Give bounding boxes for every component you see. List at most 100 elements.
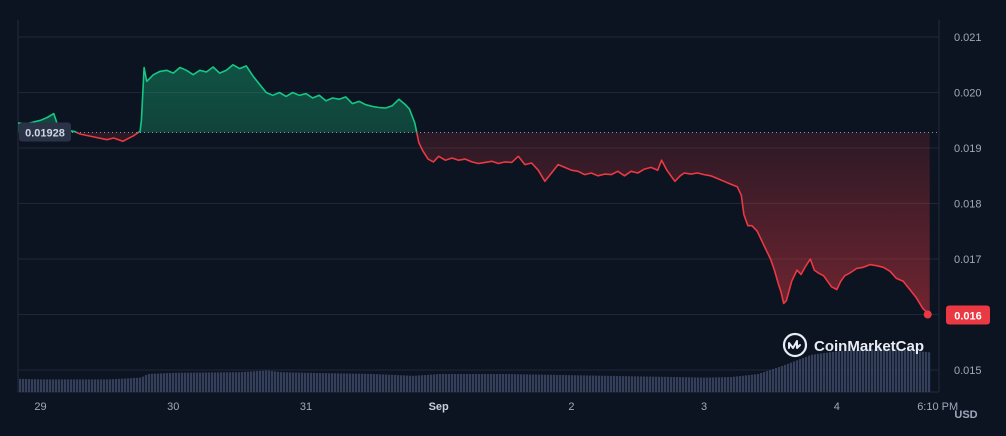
volume-bar bbox=[880, 348, 883, 392]
volume-bar bbox=[727, 377, 730, 392]
volume-bar bbox=[292, 372, 295, 392]
volume-bar bbox=[928, 352, 931, 392]
volume-bar bbox=[199, 372, 202, 392]
volume-bar bbox=[421, 375, 424, 392]
volume-bar bbox=[379, 374, 382, 392]
volume-bar bbox=[634, 376, 637, 392]
volume-bar bbox=[520, 374, 523, 392]
volume-bar bbox=[712, 377, 715, 392]
volume-bar bbox=[709, 377, 712, 392]
volume-bar bbox=[904, 350, 907, 392]
volume-bar bbox=[781, 365, 784, 392]
volume-bar bbox=[613, 375, 616, 392]
volume-bar bbox=[358, 373, 361, 392]
volume-bar bbox=[808, 355, 811, 392]
volume-bar bbox=[505, 374, 508, 392]
volume-bar bbox=[208, 372, 211, 392]
volume-bar bbox=[670, 376, 673, 392]
volume-bar bbox=[277, 371, 280, 392]
price-line bbox=[17, 64, 931, 316]
volume-bar bbox=[103, 379, 106, 392]
volume-bar bbox=[100, 379, 103, 392]
x-tick-label: 29 bbox=[34, 401, 46, 413]
volume-bar bbox=[706, 377, 709, 392]
volume-bar bbox=[751, 374, 754, 392]
volume-bar bbox=[178, 372, 181, 392]
volume-bar bbox=[895, 349, 898, 392]
volume-bar bbox=[466, 374, 469, 392]
volume-bar bbox=[568, 375, 571, 392]
volume-bar bbox=[772, 368, 775, 392]
volume-bar bbox=[175, 372, 178, 392]
volume-bar bbox=[445, 374, 448, 392]
volume-bar bbox=[163, 373, 166, 392]
volume-bar bbox=[391, 374, 394, 392]
volume-bar bbox=[442, 374, 445, 392]
volume-bar bbox=[673, 377, 676, 392]
volume-bar bbox=[448, 374, 451, 392]
volume-bar bbox=[472, 374, 475, 392]
volume-bar bbox=[460, 374, 463, 392]
volume-bar bbox=[790, 362, 793, 392]
volume-bar bbox=[718, 377, 721, 392]
volume-bar bbox=[55, 379, 58, 392]
volume-bar bbox=[283, 372, 286, 392]
volume-bar bbox=[598, 375, 601, 392]
volume-bar bbox=[451, 374, 454, 392]
volume-bar bbox=[682, 377, 685, 392]
volume-bar bbox=[79, 379, 82, 392]
volume-bar bbox=[436, 374, 439, 392]
volume-bar bbox=[346, 373, 349, 392]
volume-bar bbox=[106, 379, 109, 392]
volume-bar bbox=[811, 354, 814, 392]
volume-bar bbox=[247, 371, 250, 392]
volume-bar bbox=[565, 375, 568, 392]
reference-price-badge: 0.01928 bbox=[19, 122, 71, 142]
volume-bar bbox=[340, 373, 343, 392]
volume-bar bbox=[523, 374, 526, 392]
volume-bar bbox=[715, 377, 718, 392]
volume-bar bbox=[169, 372, 172, 392]
volume-bar bbox=[901, 349, 904, 392]
volume-bar bbox=[193, 372, 196, 392]
coinmarketcap-watermark: CoinMarketCap bbox=[782, 332, 924, 358]
volume-bar bbox=[691, 377, 694, 392]
volume-bar bbox=[631, 376, 634, 392]
volume-bar bbox=[526, 374, 529, 392]
volume-bar bbox=[181, 372, 184, 392]
volume-bar bbox=[913, 350, 916, 392]
volume-bar bbox=[121, 378, 124, 392]
volume-bar bbox=[376, 374, 379, 392]
volume-bar bbox=[655, 376, 658, 392]
volume-bar bbox=[88, 379, 91, 392]
volume-bar bbox=[184, 372, 187, 392]
volume-bar bbox=[685, 377, 688, 392]
volume-bar bbox=[508, 374, 511, 392]
volume-bar bbox=[748, 375, 751, 392]
volume-bar bbox=[496, 374, 499, 392]
volume-bar bbox=[490, 374, 493, 392]
volume-bar bbox=[802, 357, 805, 392]
volume-bar bbox=[361, 373, 364, 392]
volume-bar bbox=[205, 372, 208, 392]
volume-bar bbox=[52, 379, 55, 392]
volume-bar bbox=[763, 372, 766, 392]
volume-bar bbox=[280, 372, 283, 392]
volume-bar bbox=[646, 376, 649, 392]
volume-bar bbox=[517, 374, 520, 392]
volume-bar bbox=[367, 373, 370, 392]
volume-bar bbox=[838, 351, 841, 392]
volume-bar bbox=[166, 373, 169, 392]
volume-bar bbox=[190, 372, 193, 392]
volume-bar bbox=[400, 375, 403, 392]
volume-bar bbox=[538, 374, 541, 392]
volume-bar bbox=[43, 379, 46, 392]
volume-bar bbox=[592, 375, 595, 392]
volume-bar bbox=[649, 376, 652, 392]
volume-bar bbox=[733, 376, 736, 392]
volume-bar bbox=[868, 349, 871, 392]
price-area-up bbox=[18, 64, 930, 133]
volume-bar bbox=[298, 372, 301, 392]
volume-bar bbox=[544, 374, 547, 392]
last-price-badge: 0.016 bbox=[923, 305, 990, 325]
